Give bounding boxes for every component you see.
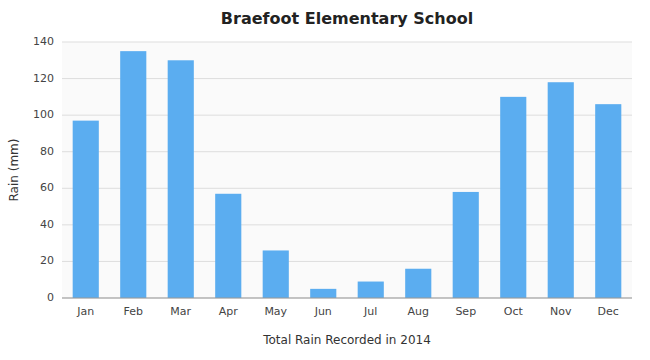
chart-title: Braefoot Elementary School [221, 9, 473, 28]
bar [405, 269, 431, 298]
bars [73, 51, 622, 298]
grid-line [62, 188, 632, 189]
x-tick-label: Jun [314, 305, 332, 318]
y-tick-label: 0 [47, 291, 54, 304]
grid-line [62, 115, 632, 116]
bar [73, 121, 99, 298]
y-tick-label: 140 [33, 35, 54, 48]
x-tick-labels: Jan Feb Mar Apr May Jun Jul Aug Sep Oct Nov Dec [76, 305, 619, 318]
y-grid [62, 42, 632, 298]
y-tick-label: 60 [40, 181, 54, 194]
x-axis-label: Total Rain Recorded in 2014 [262, 333, 431, 347]
bar [168, 60, 194, 298]
grid-line [62, 42, 632, 43]
grid-line [62, 261, 632, 262]
grid-line [62, 298, 632, 299]
y-tick-label: 100 [33, 108, 54, 121]
y-tick-label: 80 [40, 145, 54, 158]
x-tick-label: May [264, 305, 287, 318]
bar [548, 82, 574, 298]
x-tick-label: Dec [598, 305, 619, 318]
bar [595, 104, 621, 298]
x-tick-label: Mar [170, 305, 191, 318]
x-tick-label: Jan [76, 305, 94, 318]
chart-svg: 0 20 40 60 80 100 120 140 Jan Feb Mar Apr May Jun Jul A… [0, 0, 650, 360]
grid-line [62, 224, 632, 225]
bar [500, 97, 526, 298]
x-axis-line [62, 298, 632, 299]
y-tick-label: 40 [40, 218, 54, 231]
chart-container: 0 20 40 60 80 100 120 140 Jan Feb Mar Apr May Jun Jul A… [0, 0, 650, 360]
y-tick-label: 120 [33, 72, 54, 85]
x-tick-label: Aug [408, 305, 429, 318]
bar [310, 289, 336, 298]
grid-line [62, 78, 632, 79]
y-tick-label: 20 [40, 254, 54, 267]
x-tick-label: Feb [124, 305, 143, 318]
bar [263, 250, 289, 298]
bar [120, 51, 146, 298]
x-tick-label: Apr [219, 305, 239, 318]
bar [215, 194, 241, 298]
x-tick-label: Sep [455, 305, 476, 318]
page: {"chart_data": {"type": "bar", "title": … [0, 0, 650, 360]
x-tick-label: Jul [363, 305, 377, 318]
grid-line [62, 151, 632, 152]
y-tick-labels: 0 20 40 60 80 100 120 140 [33, 35, 54, 304]
x-tick-label: Nov [550, 305, 572, 318]
y-axis-label: Rain (mm) [7, 139, 21, 202]
plot-background [62, 42, 632, 298]
x-tick-label: Oct [504, 305, 524, 318]
bar [453, 192, 479, 298]
bar [358, 282, 384, 298]
